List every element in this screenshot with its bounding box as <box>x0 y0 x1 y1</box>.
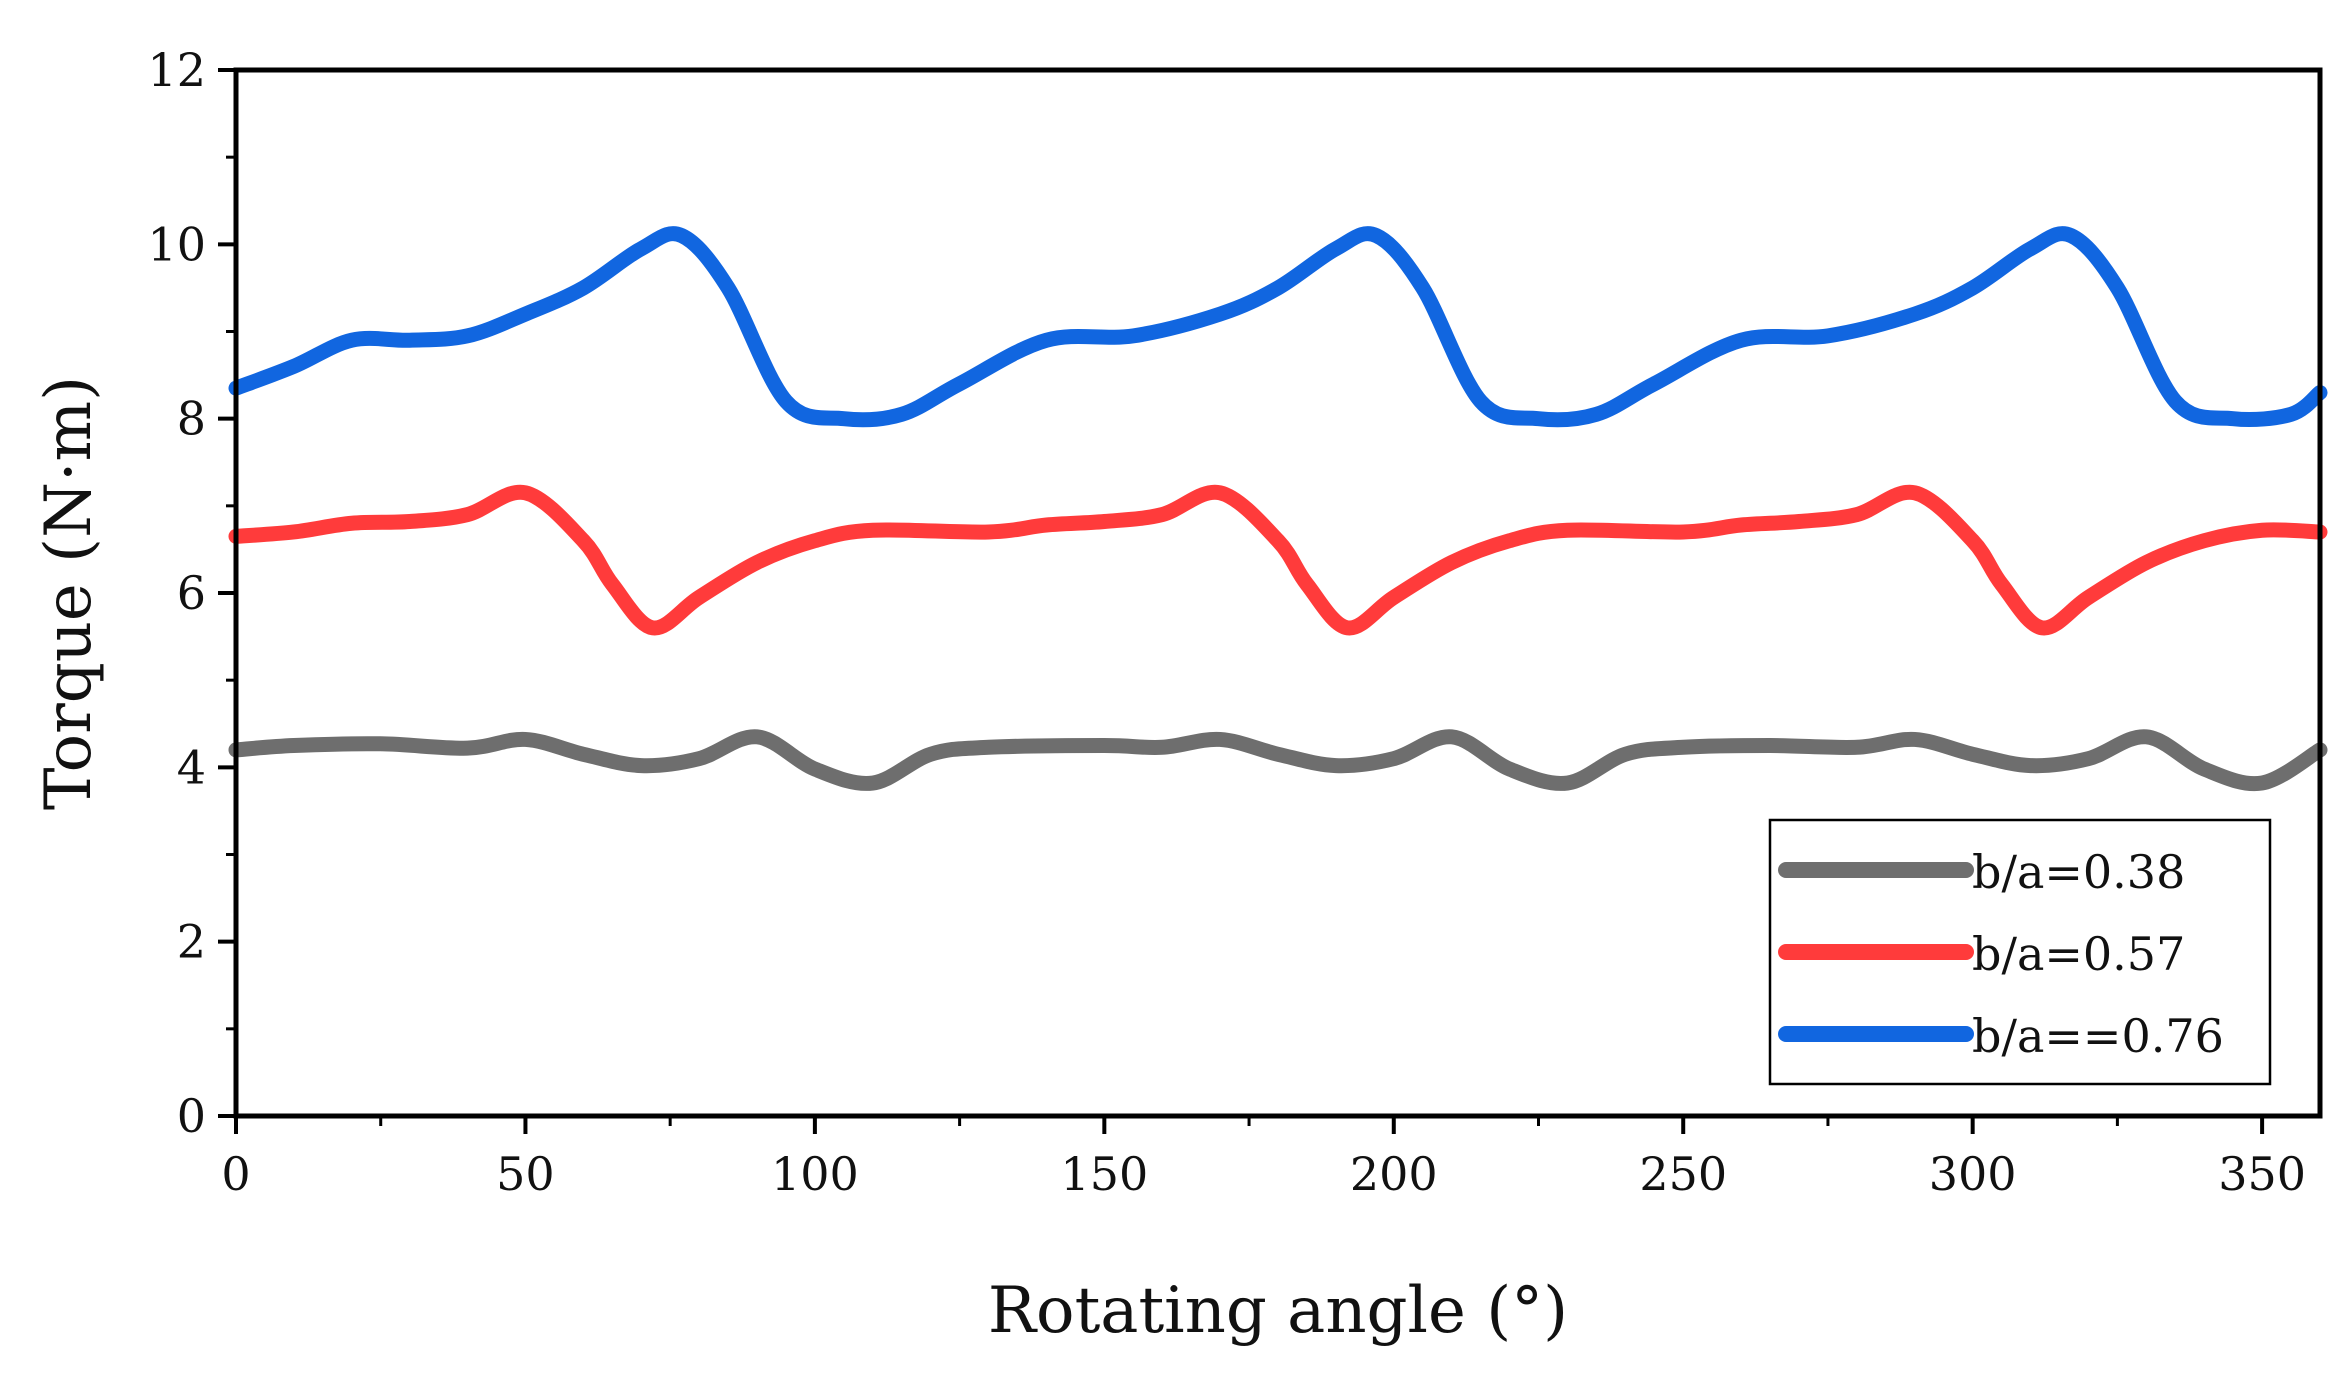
legend: b/a=0.38 b/a=0.57 b/a==0.76 <box>1768 818 2272 1086</box>
series-line-2 <box>228 226 2328 428</box>
x-tick-label-200: 200 <box>1350 1147 1438 1201</box>
x-tick-label-100: 100 <box>771 1147 859 1201</box>
x-tick-label-50: 50 <box>496 1147 555 1201</box>
y-tick-label-2: 2 <box>177 915 206 969</box>
x-tick-label-250: 250 <box>1639 1147 1727 1201</box>
x-tick-label-150: 150 <box>1060 1147 1148 1201</box>
y-tick-label-6: 6 <box>177 566 206 620</box>
y-tick-label-8: 8 <box>177 392 206 446</box>
axis-ticks: 0 50 100 150 200 250 300 350 0 2 4 6 8 10 12 <box>147 43 2306 1201</box>
x-tick-label-0: 0 <box>221 1147 250 1201</box>
plot-frame <box>233 67 2323 1119</box>
legend-label-2: b/a==0.76 <box>1972 1009 2224 1063</box>
y-tick-label-10: 10 <box>147 217 206 271</box>
series-layer <box>228 226 2328 792</box>
legend-label-1: b/a=0.57 <box>1972 927 2185 981</box>
legend-label-0: b/a=0.38 <box>1972 845 2185 899</box>
series-line-1 <box>228 484 2328 636</box>
series-line-0 <box>228 729 2328 792</box>
y-tick-label-0: 0 <box>177 1089 206 1143</box>
x-tick-label-350: 350 <box>2218 1147 2306 1201</box>
x-tick-label-300: 300 <box>1929 1147 2017 1201</box>
y-axis-title: Torque (N·m) <box>32 376 106 810</box>
y-tick-label-12: 12 <box>147 43 206 97</box>
x-axis-title: Rotating angle (°) <box>988 1274 1568 1348</box>
y-tick-label-4: 4 <box>177 740 206 794</box>
